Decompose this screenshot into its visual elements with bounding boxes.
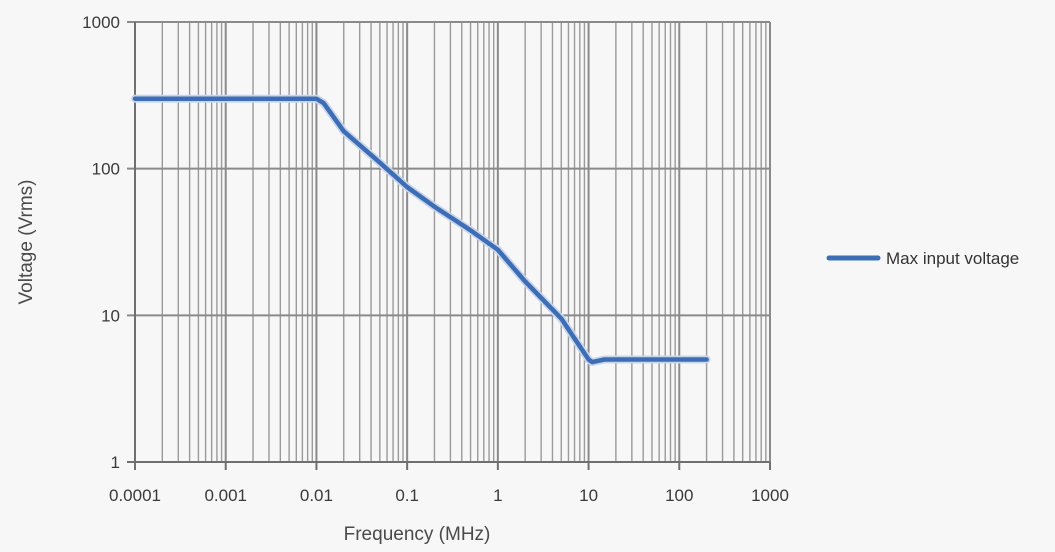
x-tick-labels: 0.0001 0.001 0.01 0.1 1 10 100 1000 [109,486,789,505]
x-tick-label: 0.1 [395,486,419,505]
series-layer [131,94,711,367]
x-tick-label: 0.0001 [109,486,161,505]
y-tick-label: 1000 [82,13,120,32]
y-tick-label: 100 [92,160,120,179]
x-tick-label: 1000 [751,486,789,505]
x-tick-label: 0.01 [300,486,333,505]
legend-label-max-input-voltage: Max input voltage [886,249,1019,268]
y-tick-label: 1 [111,453,120,472]
y-tick-labels: 1 10 100 1000 [82,13,120,472]
x-tick-label: 10 [579,486,598,505]
x-axis-title: Frequency (MHz) [344,524,491,545]
series-line-max-input-voltage [132,96,709,365]
y-axis-title: Voltage (Vrms) [16,180,37,305]
x-tick-label: 0.001 [204,486,247,505]
x-tick-label: 100 [665,486,693,505]
x-tick-label: 1 [493,486,502,505]
legend: Max input voltage [826,249,1019,268]
y-tick-label: 10 [101,306,120,325]
